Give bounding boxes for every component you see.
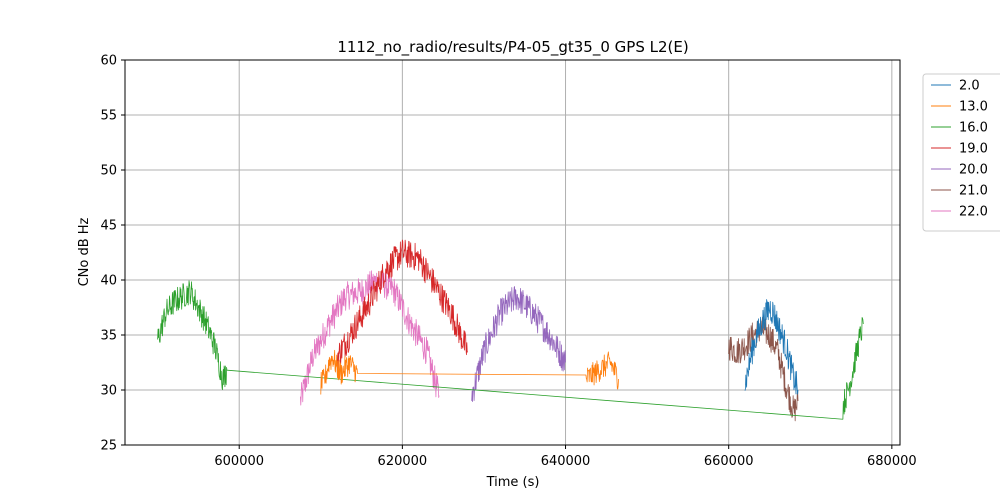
y-tick-label: 50: [100, 164, 117, 179]
x-tick-label: 660000: [704, 454, 754, 469]
y-tick-label: 60: [100, 54, 117, 69]
legend-label: 13.0: [959, 100, 988, 115]
x-tick-label: 640000: [541, 454, 591, 469]
x-tick-label: 680000: [867, 454, 917, 469]
legend-frame: [922, 73, 1000, 232]
series-line-22.0: [299, 270, 440, 406]
series-line-16.0: [157, 280, 864, 420]
x-tick-label: 600000: [214, 454, 264, 469]
legend-label: 2.0: [959, 79, 980, 94]
legend-label: 16.0: [959, 121, 988, 136]
series-layer: [157, 239, 864, 422]
x-axis: 600000 620000 640000 660000 680000: [214, 445, 917, 469]
y-axis-label: CNo dB Hz: [77, 217, 92, 286]
y-tick-label: 45: [100, 219, 117, 234]
y-tick-label: 30: [100, 384, 117, 399]
legend-label: 21.0: [959, 184, 988, 199]
y-tick-label: 35: [100, 329, 117, 344]
legend-label: 19.0: [959, 142, 988, 157]
y-axis: 25 30 35 40 45 50 55 60: [100, 54, 125, 454]
y-tick-label: 40: [100, 274, 117, 289]
series-line-2.0: [744, 299, 799, 395]
x-tick-label: 620000: [378, 454, 428, 469]
chart-title: 1112_no_radio/results/P4-05_gt35_0 GPS L…: [337, 38, 688, 57]
legend-label: 22.0: [959, 205, 988, 220]
x-axis-label: Time (s): [486, 475, 540, 490]
y-tick-label: 55: [100, 109, 117, 124]
series-line-19.0: [336, 239, 468, 369]
legend-label: 20.0: [959, 163, 988, 178]
series-line-21.0: [728, 316, 799, 422]
legend: 2.0 13.0 16.0 19.0 20.0 21.0 22.0: [922, 73, 1000, 232]
y-tick-label: 25: [100, 439, 117, 454]
series-line-13.0: [320, 349, 619, 395]
plot-frame: [124, 59, 901, 446]
series-line-20.0: [471, 286, 566, 403]
